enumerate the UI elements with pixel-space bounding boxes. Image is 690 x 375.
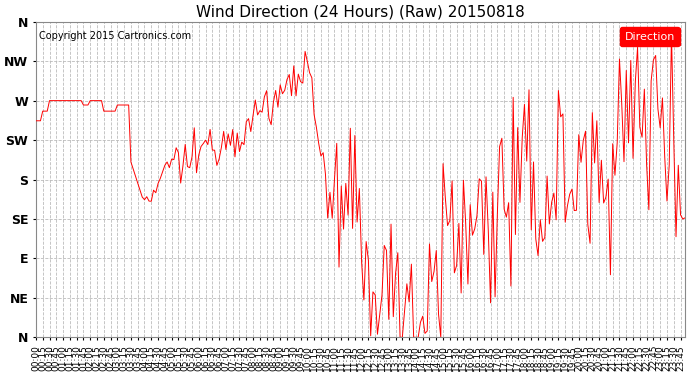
Legend: Direction: Direction xyxy=(620,27,680,46)
Title: Wind Direction (24 Hours) (Raw) 20150818: Wind Direction (24 Hours) (Raw) 20150818 xyxy=(196,4,525,19)
Text: Copyright 2015 Cartronics.com: Copyright 2015 Cartronics.com xyxy=(39,31,191,41)
